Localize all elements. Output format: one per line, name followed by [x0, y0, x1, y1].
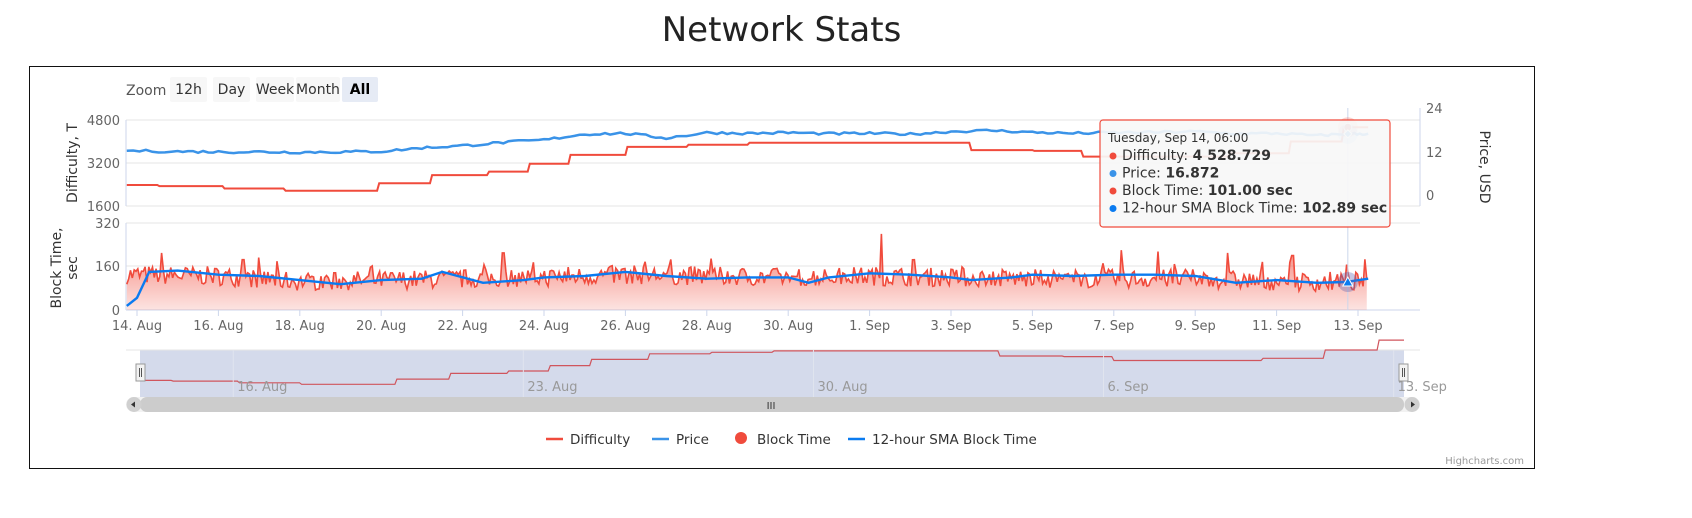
- x-tick-label: 18. Aug: [275, 319, 325, 334]
- tooltip-row-name: Price:: [1122, 166, 1165, 182]
- legend-item-difficulty[interactable]: Difficulty: [546, 432, 630, 448]
- scrollbar-thumb[interactable]: [140, 397, 1404, 412]
- x-tick-label: 5. Sep: [1012, 319, 1053, 334]
- range-selector: Zoom 12h Day Week Month All: [126, 77, 378, 102]
- tooltip: Tuesday, Sep 14, 06:00 Difficulty: 4 528…: [1099, 119, 1391, 228]
- blocktime-axis-title-line2: sec: [65, 256, 81, 280]
- price-axis-title: Price, USD: [1476, 131, 1492, 204]
- navigator-right-handle[interactable]: [1398, 363, 1409, 382]
- zoom-button-day[interactable]: Day: [213, 77, 250, 102]
- legend-item-price[interactable]: Price: [652, 432, 709, 448]
- navigator-left-handle[interactable]: [135, 363, 146, 382]
- blocktime-axis-title-line1: Block Time,: [49, 227, 65, 308]
- tooltip-row-value: 16.872: [1165, 166, 1219, 182]
- navigator-mask[interactable]: [140, 350, 1404, 397]
- x-tick-label: 30. Aug: [763, 319, 813, 334]
- zoom-button-all[interactable]: All: [342, 77, 378, 102]
- price-tick: 24: [1426, 102, 1443, 117]
- difficulty-tick: 1600: [87, 200, 120, 215]
- tooltip-box: [1099, 119, 1391, 228]
- x-tick-label: 7. Sep: [1093, 319, 1134, 334]
- x-tick-label: 26. Aug: [600, 319, 650, 334]
- tooltip-row-name: Block Time:: [1122, 183, 1208, 199]
- tooltip-row-value: 102.89 sec: [1302, 201, 1387, 217]
- price-tick: 12: [1426, 146, 1443, 161]
- x-tick-label: 24. Aug: [519, 319, 569, 334]
- legend: Difficulty Price Block Time 12-hour SMA Blo…: [546, 432, 1037, 448]
- credits[interactable]: Highcharts.com: [1445, 456, 1524, 467]
- tooltip-row: Block Time: 101.00 sec: [1122, 183, 1293, 199]
- navigator-label: 23. Aug: [527, 380, 577, 395]
- blocktime-area: [126, 233, 1367, 310]
- navigator-label: 16. Aug: [237, 380, 287, 395]
- blocktime-tick: 160: [95, 260, 120, 275]
- tooltip-bullet-icon: [1109, 170, 1117, 177]
- zoom-button-label: Month: [296, 82, 340, 98]
- navigator[interactable]: 16. Aug 23. Aug 30. Aug 6. Sep 13. Sep III: [126, 339, 1447, 412]
- legend-label: Difficulty: [570, 432, 630, 448]
- x-tick-label: 9. Sep: [1175, 319, 1216, 334]
- price-tick: 0: [1426, 189, 1434, 204]
- x-tick-label: 14. Aug: [112, 319, 162, 334]
- tooltip-row-name: Difficulty:: [1122, 148, 1193, 164]
- legend-circle-icon: [735, 432, 747, 444]
- x-tick-label: 22. Aug: [437, 319, 487, 334]
- x-tick-label: 3. Sep: [930, 319, 971, 334]
- sma-blocktime-line[interactable]: [126, 269, 1369, 307]
- tooltip-bullet-icon: [1109, 205, 1117, 212]
- blocktime-tick: 320: [95, 217, 120, 232]
- tooltip-row-name: 12-hour SMA Block Time:: [1122, 201, 1302, 217]
- zoom-button-label: Week: [256, 82, 295, 98]
- chart-frame: [29, 66, 1535, 469]
- zoom-button-12h[interactable]: 12h: [170, 77, 207, 102]
- zoom-button-month[interactable]: Month: [296, 77, 340, 102]
- x-tick-label: 28. Aug: [682, 319, 732, 334]
- zoom-button-label: Day: [218, 82, 246, 98]
- legend-label: Price: [676, 432, 709, 448]
- page-title: Network Stats: [661, 10, 902, 50]
- tooltip-row-value: 4 528.729: [1193, 148, 1271, 164]
- x-tick-label: 16. Aug: [193, 319, 243, 334]
- difficulty-tick: 3200: [87, 157, 120, 172]
- legend-label: Block Time: [757, 432, 831, 448]
- arrow-right-icon: [1411, 401, 1415, 408]
- blocktime-tick: 0: [112, 304, 120, 319]
- tooltip-row: 12-hour SMA Block Time: 102.89 sec: [1122, 201, 1387, 217]
- zoom-button-week[interactable]: Week: [256, 77, 295, 102]
- zoom-button-label: All: [350, 82, 370, 98]
- tooltip-row: Difficulty: 4 528.729: [1122, 148, 1271, 164]
- navigator-label: 6. Sep: [1108, 380, 1149, 395]
- legend-item-12-hour-sma-block-time[interactable]: 12-hour SMA Block Time: [848, 432, 1037, 448]
- range-selector-label: Zoom: [126, 83, 166, 99]
- navigator-label: 13. Sep: [1398, 380, 1447, 395]
- navigator-label: 30. Aug: [817, 380, 867, 395]
- tooltip-bullet-icon: [1109, 152, 1117, 160]
- x-axis: 14. Aug 16. Aug 18. Aug 20. Aug 22. Aug 24. A…: [112, 310, 1383, 334]
- tooltip-row: Price: 16.872: [1122, 166, 1219, 182]
- x-tick-label: 13. Sep: [1333, 319, 1382, 334]
- tooltip-row-value: 101.00 sec: [1208, 183, 1293, 199]
- zoom-button-label: 12h: [175, 82, 202, 98]
- tooltip-bullet-icon: [1109, 187, 1117, 195]
- sma-hover-marker: [1341, 275, 1354, 287]
- x-tick-label: 20. Aug: [356, 319, 406, 334]
- x-tick-label: 1. Sep: [849, 319, 890, 334]
- tooltip-header: Tuesday, Sep 14, 06:00: [1107, 131, 1248, 145]
- navigator-series-line: [140, 339, 1404, 385]
- x-tick-label: 11. Sep: [1252, 319, 1301, 334]
- scrollbar-grip-icon[interactable]: III: [767, 401, 776, 412]
- arrow-left-icon: [131, 401, 135, 408]
- difficulty-axis-title: Difficulty, T: [65, 123, 81, 203]
- difficulty-tick: 4800: [87, 114, 120, 129]
- scrollbar[interactable]: III: [126, 397, 1420, 412]
- legend-item-block-time[interactable]: Block Time: [735, 432, 831, 448]
- legend-label: 12-hour SMA Block Time: [872, 432, 1037, 448]
